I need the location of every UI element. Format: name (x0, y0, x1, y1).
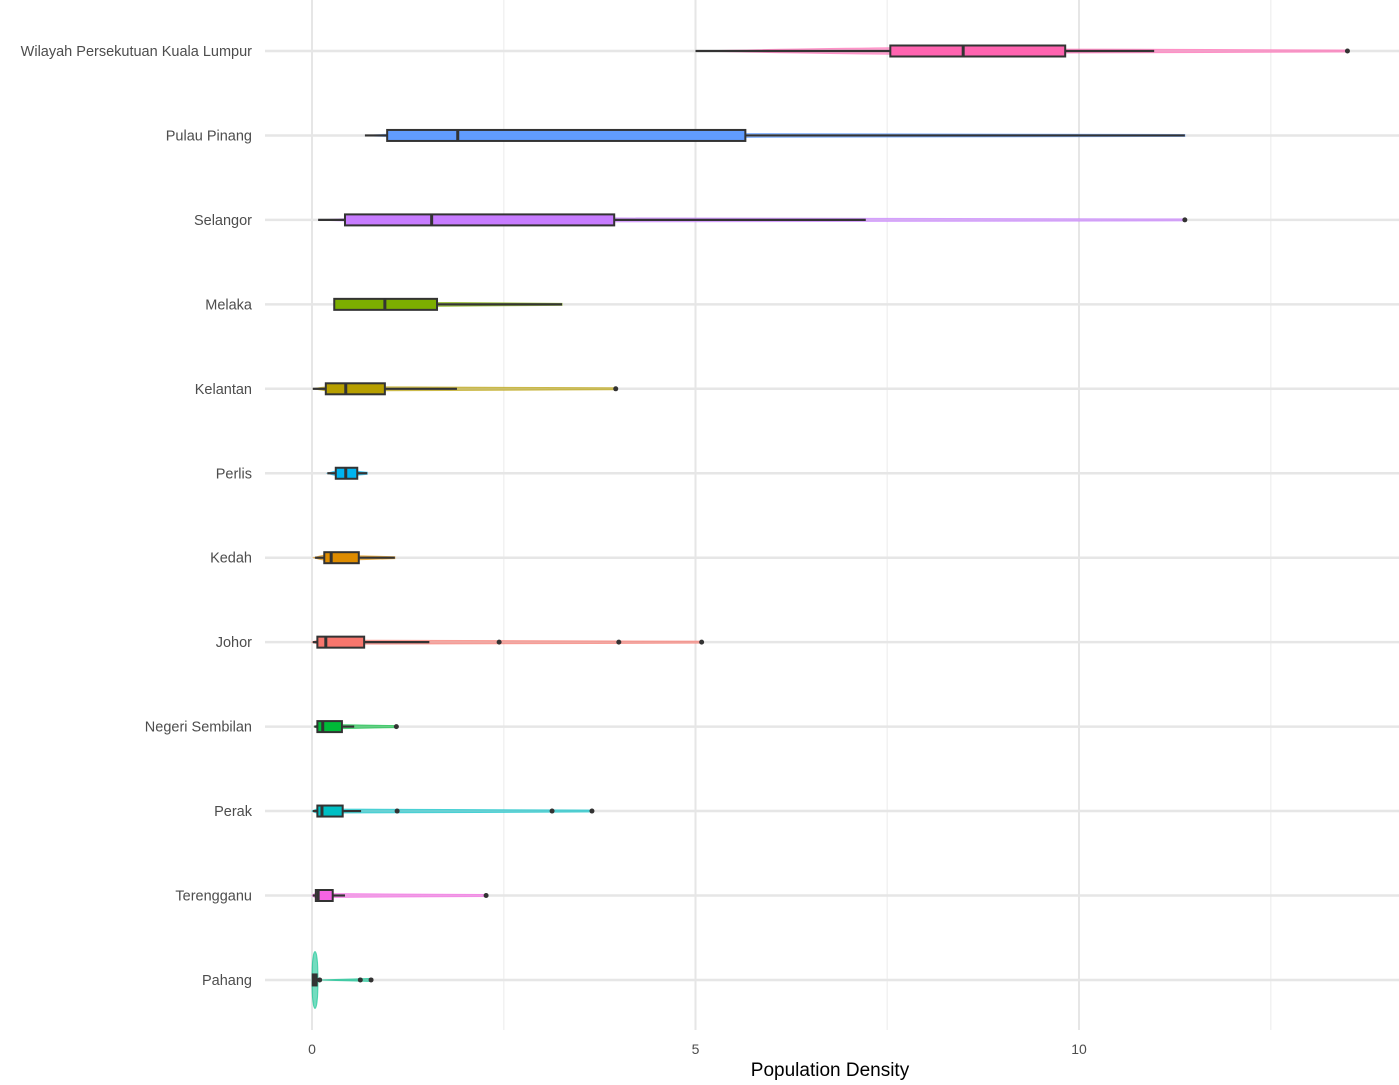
y-tick-label: Perlis (216, 466, 252, 482)
series-selangor (318, 213, 1188, 227)
y-tick-label: Perak (214, 804, 253, 820)
outlier-point (699, 639, 705, 645)
outlier-point (483, 893, 489, 898)
series-perlis (325, 466, 368, 480)
series-kedah (311, 551, 396, 565)
y-axis-labels: Wilayah Persekutuan Kuala Lumpur Pulau Pi… (21, 44, 253, 989)
y-tick-label: Johor (216, 635, 252, 651)
series-kelantan (312, 382, 619, 396)
x-tick-label: 10 (1071, 1041, 1087, 1057)
y-tick-label: Melaka (205, 297, 253, 313)
y-tick-label: Pahang (202, 973, 252, 989)
x-tick-label: 0 (308, 1041, 316, 1057)
outlier-point (549, 808, 555, 814)
outlier-point (393, 724, 399, 730)
y-tick-label: Kedah (210, 551, 252, 567)
outlier-point (589, 808, 595, 814)
series-pahang (311, 950, 374, 1009)
series-wilayah-persekutuan-kuala-lumpur (695, 44, 1350, 58)
box (316, 804, 344, 818)
y-tick-label: Kelantan (195, 382, 252, 398)
box (343, 213, 616, 227)
y-tick-label: Pulau Pinang (166, 128, 252, 144)
outlier-point (368, 977, 374, 983)
box (323, 551, 360, 565)
box (316, 635, 366, 649)
box (386, 128, 747, 142)
series-melaka (333, 297, 563, 311)
outlier-point (1344, 48, 1350, 54)
y-tick-label: Selangor (194, 213, 252, 229)
y-tick-label: Negeri Sembilan (145, 720, 252, 736)
box (314, 889, 334, 902)
series-pulau-pinang (364, 128, 1186, 142)
box (316, 720, 343, 734)
outlier-point (394, 808, 400, 814)
series-perak (311, 804, 595, 818)
x-axis-title: Population Density (751, 1060, 910, 1080)
outlier-point (613, 386, 619, 392)
x-axis-labels: 0 5 10 (308, 1041, 1087, 1057)
series-negeri-sembilan (313, 720, 399, 734)
series-johor (310, 635, 705, 649)
outlier-point (317, 977, 323, 983)
outlier-point (616, 639, 622, 645)
plot-marks (310, 44, 1350, 1009)
x-tick-label: 5 (692, 1041, 700, 1057)
outlier-point (496, 639, 502, 645)
series-terengganu (311, 889, 489, 902)
box (889, 44, 1067, 58)
outlier-point (357, 977, 363, 983)
y-tick-label: Wilayah Persekutuan Kuala Lumpur (21, 44, 252, 60)
grid (265, 0, 1399, 1030)
y-tick-label: Terengganu (175, 889, 252, 905)
outlier-point (1182, 217, 1188, 223)
box (324, 382, 386, 396)
